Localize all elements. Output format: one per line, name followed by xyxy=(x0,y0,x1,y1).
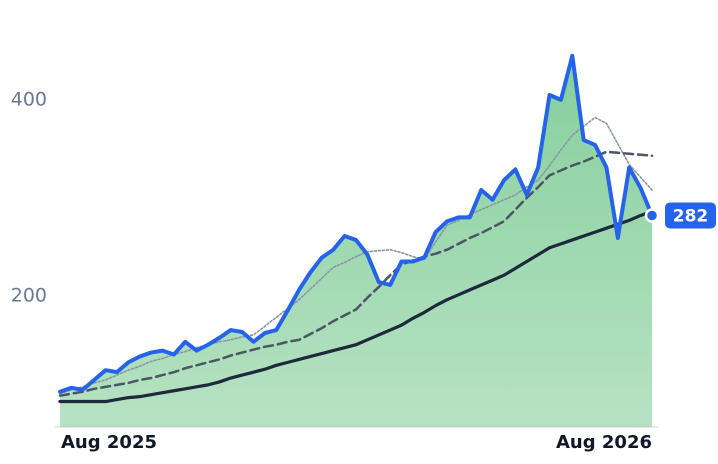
y-tick-label: 400 xyxy=(11,88,47,110)
value-label: 282 xyxy=(673,206,709,226)
average-line xyxy=(58,150,654,397)
last-point xyxy=(644,208,660,223)
y-tick-label: 200 xyxy=(11,284,47,306)
average-line xyxy=(58,209,654,404)
x-tick-label: Aug 2026 xyxy=(556,432,652,453)
x-tick-label: Aug 2025 xyxy=(61,432,157,453)
price-line xyxy=(58,53,654,394)
value-badge xyxy=(665,202,716,229)
average-line xyxy=(59,116,653,395)
